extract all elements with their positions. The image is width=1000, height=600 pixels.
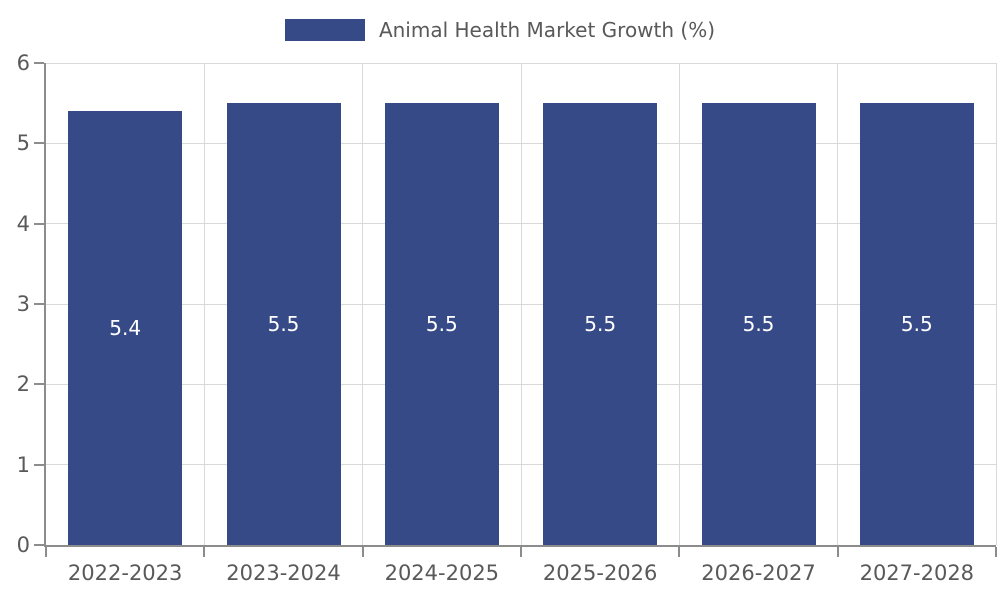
- bar-2023-2024: 5.5: [226, 103, 341, 545]
- legend-label: Animal Health Market Growth (%): [378, 18, 716, 42]
- x-axis-line: [44, 545, 996, 547]
- plot-area: 5.4 5.5 5.5 5.5 5.5 5.5: [46, 62, 997, 545]
- y-tick: [34, 463, 44, 466]
- y-tick-label: 3: [16, 292, 30, 316]
- bar-value-label: 5.5: [584, 312, 617, 337]
- bar-2026-2027: 5.5: [701, 103, 816, 545]
- bar-2022-2023: 5.4: [68, 111, 183, 545]
- bar-value-label: 5.5: [742, 312, 775, 337]
- x-gridline: [203, 63, 205, 545]
- bar-value-label: 5.5: [425, 312, 458, 337]
- x-tick-label: 2025-2026: [542, 561, 658, 585]
- x-tick-label: 2022-2023: [67, 561, 183, 585]
- x-tick: [203, 547, 206, 557]
- x-gridline: [995, 63, 997, 545]
- y-tick-label: 4: [16, 211, 30, 236]
- y-tick: [34, 62, 44, 64]
- bar-value-label: 5.5: [900, 312, 933, 337]
- bar-2024-2025: 5.5: [384, 103, 499, 545]
- x-gridline: [678, 63, 680, 545]
- x-tick-label: 2024-2025: [384, 561, 500, 585]
- x-tick: [836, 547, 839, 557]
- y-tick: [34, 142, 44, 145]
- y-tick-label: 2: [16, 372, 30, 397]
- y-tick: [34, 222, 44, 225]
- bar-value-label: 5.5: [267, 312, 300, 337]
- x-tick: [995, 547, 997, 557]
- x-tick: [45, 547, 47, 557]
- x-tick-label: 2023-2024: [226, 561, 341, 585]
- y-axis-line: [44, 63, 46, 547]
- x-tick-label: 2026-2027: [701, 561, 816, 585]
- bar-2027-2028: 5.5: [859, 103, 974, 545]
- x-tick: [520, 547, 522, 557]
- x-tick: [361, 547, 364, 557]
- y-tick: [34, 544, 44, 546]
- x-gridline: [362, 63, 364, 545]
- x-gridline: [837, 63, 839, 545]
- x-tick-label: 2027-2028: [859, 561, 975, 585]
- y-tick: [34, 383, 44, 386]
- legend-swatch: [284, 19, 365, 41]
- y-tick-label: 5: [16, 131, 30, 156]
- chart-legend: Animal Health Market Growth (%): [0, 18, 1000, 42]
- bar-value-label: 5.4: [109, 316, 142, 341]
- x-gridline: [520, 63, 522, 545]
- y-tick-label: 0: [16, 533, 30, 557]
- x-tick: [678, 547, 681, 557]
- y-tick-label: 6: [16, 51, 30, 75]
- y-tick: [34, 303, 44, 305]
- y-tick-label: 1: [16, 452, 30, 477]
- bar-2025-2026: 5.5: [543, 103, 658, 545]
